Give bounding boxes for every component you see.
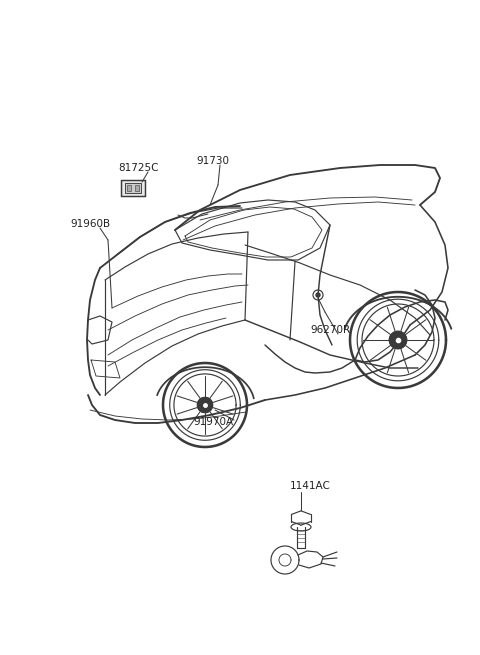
Text: 81725C: 81725C xyxy=(118,163,158,173)
FancyBboxPatch shape xyxy=(135,185,139,191)
FancyBboxPatch shape xyxy=(125,183,141,193)
Polygon shape xyxy=(197,398,213,413)
Circle shape xyxy=(316,293,320,297)
Text: 91970A: 91970A xyxy=(193,417,233,427)
Text: 91730: 91730 xyxy=(196,156,229,166)
Text: 91960B: 91960B xyxy=(70,219,110,229)
FancyBboxPatch shape xyxy=(121,180,145,196)
FancyBboxPatch shape xyxy=(127,185,131,191)
Text: 96270R: 96270R xyxy=(310,325,350,335)
Text: 1141AC: 1141AC xyxy=(290,481,331,491)
Polygon shape xyxy=(389,331,407,348)
